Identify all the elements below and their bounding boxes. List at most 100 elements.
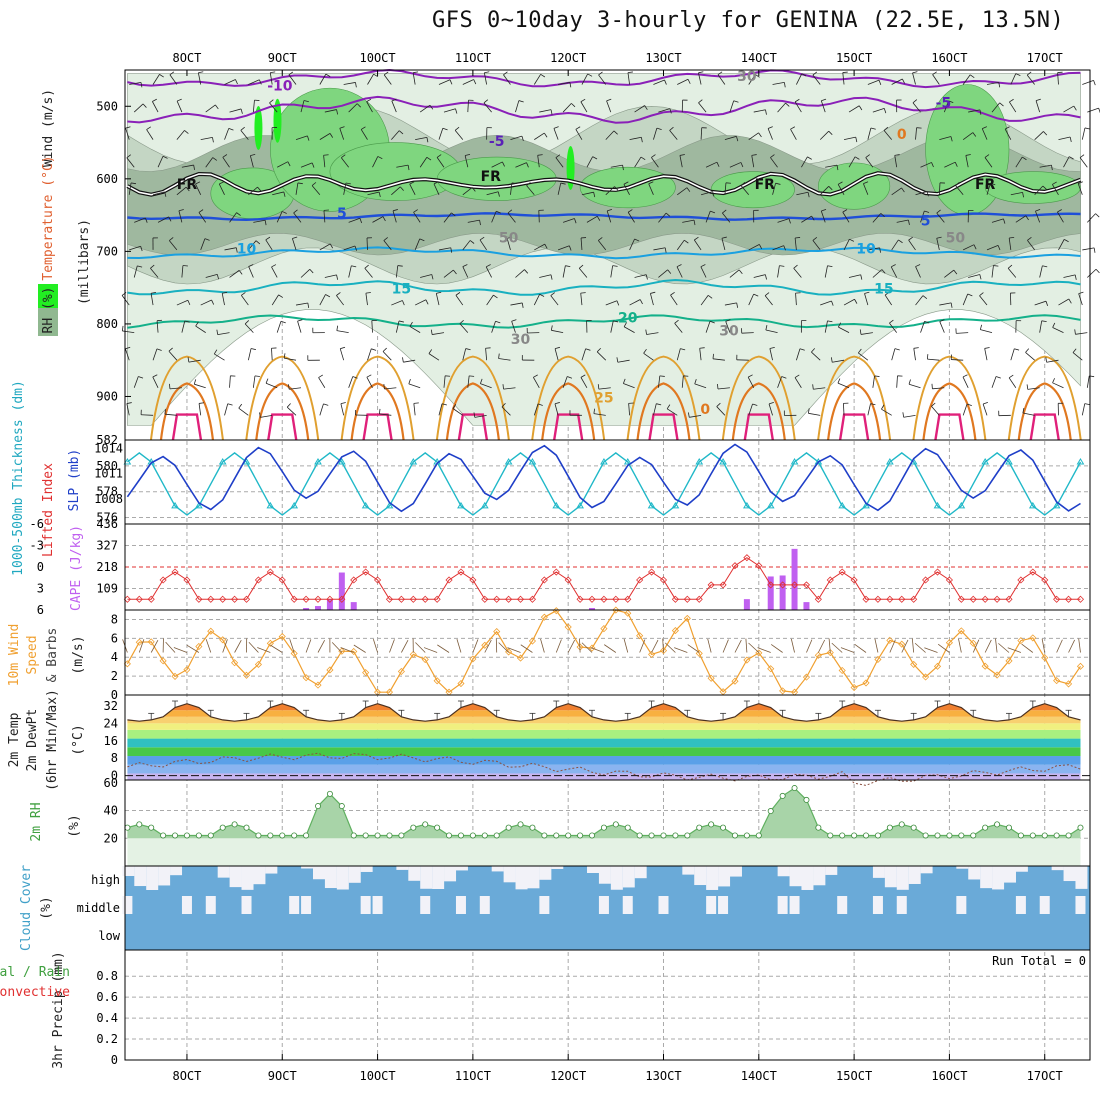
wind-barb <box>415 136 428 141</box>
wind-barb-flag <box>543 132 548 138</box>
wind-barb-flag <box>807 408 810 414</box>
wind-barb <box>1082 247 1095 251</box>
wind-barb <box>575 129 583 140</box>
wind-barb <box>459 323 469 333</box>
wind-barb-flag <box>736 302 738 308</box>
wind-barb <box>198 403 202 416</box>
wind-barb <box>1087 213 1096 223</box>
li-marker <box>767 581 775 589</box>
wind-barb-flag <box>580 292 586 294</box>
wind-barb <box>229 108 242 113</box>
wind-barb-flag <box>979 324 982 330</box>
wind-barb-flag <box>587 73 593 77</box>
wind-barb <box>627 72 630 85</box>
wind-barb <box>843 136 856 141</box>
thickness-marker <box>743 501 751 509</box>
wind-barb <box>533 403 539 416</box>
rh-marker <box>696 824 703 831</box>
wind-barb <box>129 245 141 251</box>
wind-barb-flag <box>999 102 1004 107</box>
rh-marker <box>577 832 584 839</box>
wind-barb <box>883 130 893 140</box>
wind-barb <box>848 274 861 278</box>
wind-barb-flag <box>979 274 982 280</box>
li-marker <box>886 595 894 603</box>
wind-barb <box>677 187 688 196</box>
wind-barb-flag <box>613 130 618 135</box>
wind-barb-flag <box>596 347 601 353</box>
wind-barb <box>339 348 345 361</box>
wind-barb <box>981 128 988 140</box>
wind-barb-flag <box>303 100 309 103</box>
contour-label: 15 <box>392 281 411 297</box>
temp-band <box>127 729 1081 739</box>
wind-barb <box>152 101 159 113</box>
wind-barb-flag <box>634 238 640 242</box>
wind-barb <box>443 269 454 278</box>
wind-barb-flag <box>281 211 287 214</box>
wind-barb-flag <box>441 403 447 406</box>
wind-barb-flag <box>939 319 945 322</box>
wind-barb-flag <box>398 320 404 323</box>
wind-barb <box>1063 105 1075 113</box>
wind-barb-flag <box>881 269 886 274</box>
wind-barb <box>820 210 826 223</box>
cloud-gap-high <box>1075 866 1088 889</box>
rh-marker <box>124 824 131 831</box>
wind-barb-10m <box>998 643 1010 653</box>
contour-label: 15 <box>874 281 893 297</box>
li-tick: 6 <box>37 603 44 617</box>
wind-barb <box>462 187 473 196</box>
wind-barb-flag <box>807 156 812 160</box>
wind-barb-flag <box>894 348 900 351</box>
wind-barb-flag <box>1042 185 1047 190</box>
wind-barb <box>819 130 829 140</box>
wind-barb <box>790 129 797 140</box>
wind-barb-flag <box>1052 322 1056 328</box>
wind-barb-10m <box>840 647 855 653</box>
cape-bar <box>350 602 357 610</box>
wind-speed-marker <box>528 637 537 645</box>
wind-barb <box>367 191 380 196</box>
wind-tick: 0 <box>111 688 118 702</box>
thickness-marker <box>790 458 799 465</box>
wind-barb-flag <box>1045 301 1049 307</box>
wind-barb-flag <box>502 384 504 390</box>
wind-barb <box>837 382 850 389</box>
wind-barb-10m <box>1041 638 1046 653</box>
wind-barb <box>643 352 654 361</box>
li-marker <box>1053 595 1061 603</box>
wind-barb <box>214 353 225 361</box>
wind-barb <box>485 348 488 361</box>
wind-barb-flag <box>574 218 577 224</box>
wind-barb-flag <box>495 320 501 324</box>
wind-barb-flag <box>623 181 629 185</box>
contour-label: 20 <box>618 310 638 326</box>
wind-barb <box>623 383 635 389</box>
rh-marker <box>172 832 179 839</box>
wind-barb <box>1027 387 1040 390</box>
precip-label-total: Total / Rain <box>0 965 70 980</box>
cloud-gap-high <box>718 866 731 887</box>
temp-contour-25 <box>626 355 701 441</box>
rh-marker <box>291 832 298 839</box>
wind-barb <box>420 274 432 278</box>
thickness-marker <box>409 458 418 465</box>
temp-contour-m5 <box>127 95 1081 124</box>
wind-speed-marker <box>659 647 668 655</box>
wind-barb-flag <box>428 349 433 354</box>
wind-barb <box>391 100 397 113</box>
wind-barb <box>748 132 759 140</box>
wind-barb <box>217 332 230 336</box>
cloud-gap-high <box>313 866 325 880</box>
wind-barb <box>479 239 487 251</box>
wind-barb-flag <box>606 98 612 102</box>
temp-contour-35 <box>171 413 203 441</box>
contour-label: 30 <box>511 332 531 348</box>
wind-barb <box>467 375 470 388</box>
wind-barb-flag <box>665 212 671 217</box>
li-marker <box>278 576 286 584</box>
cloud-gap-high <box>908 866 921 884</box>
rh-marker <box>529 824 536 831</box>
cape-bar <box>791 548 798 610</box>
